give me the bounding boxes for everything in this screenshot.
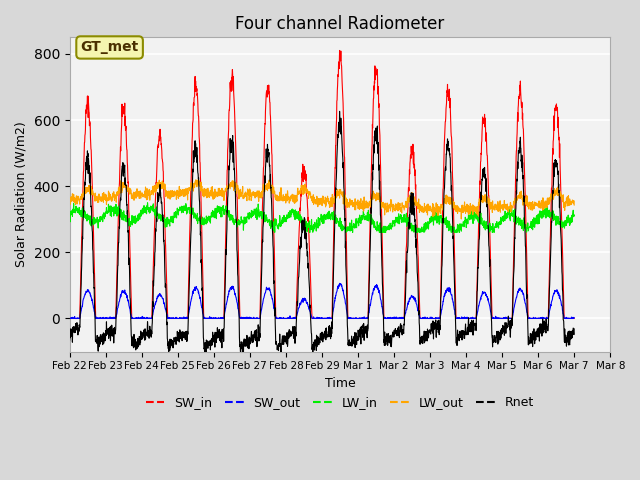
Title: Four channel Radiometer: Four channel Radiometer bbox=[236, 15, 445, 33]
X-axis label: Time: Time bbox=[324, 377, 355, 390]
Text: GT_met: GT_met bbox=[81, 40, 139, 54]
Y-axis label: Solar Radiation (W/m2): Solar Radiation (W/m2) bbox=[15, 121, 28, 267]
Legend: SW_in, SW_out, LW_in, LW_out, Rnet: SW_in, SW_out, LW_in, LW_out, Rnet bbox=[141, 391, 540, 414]
